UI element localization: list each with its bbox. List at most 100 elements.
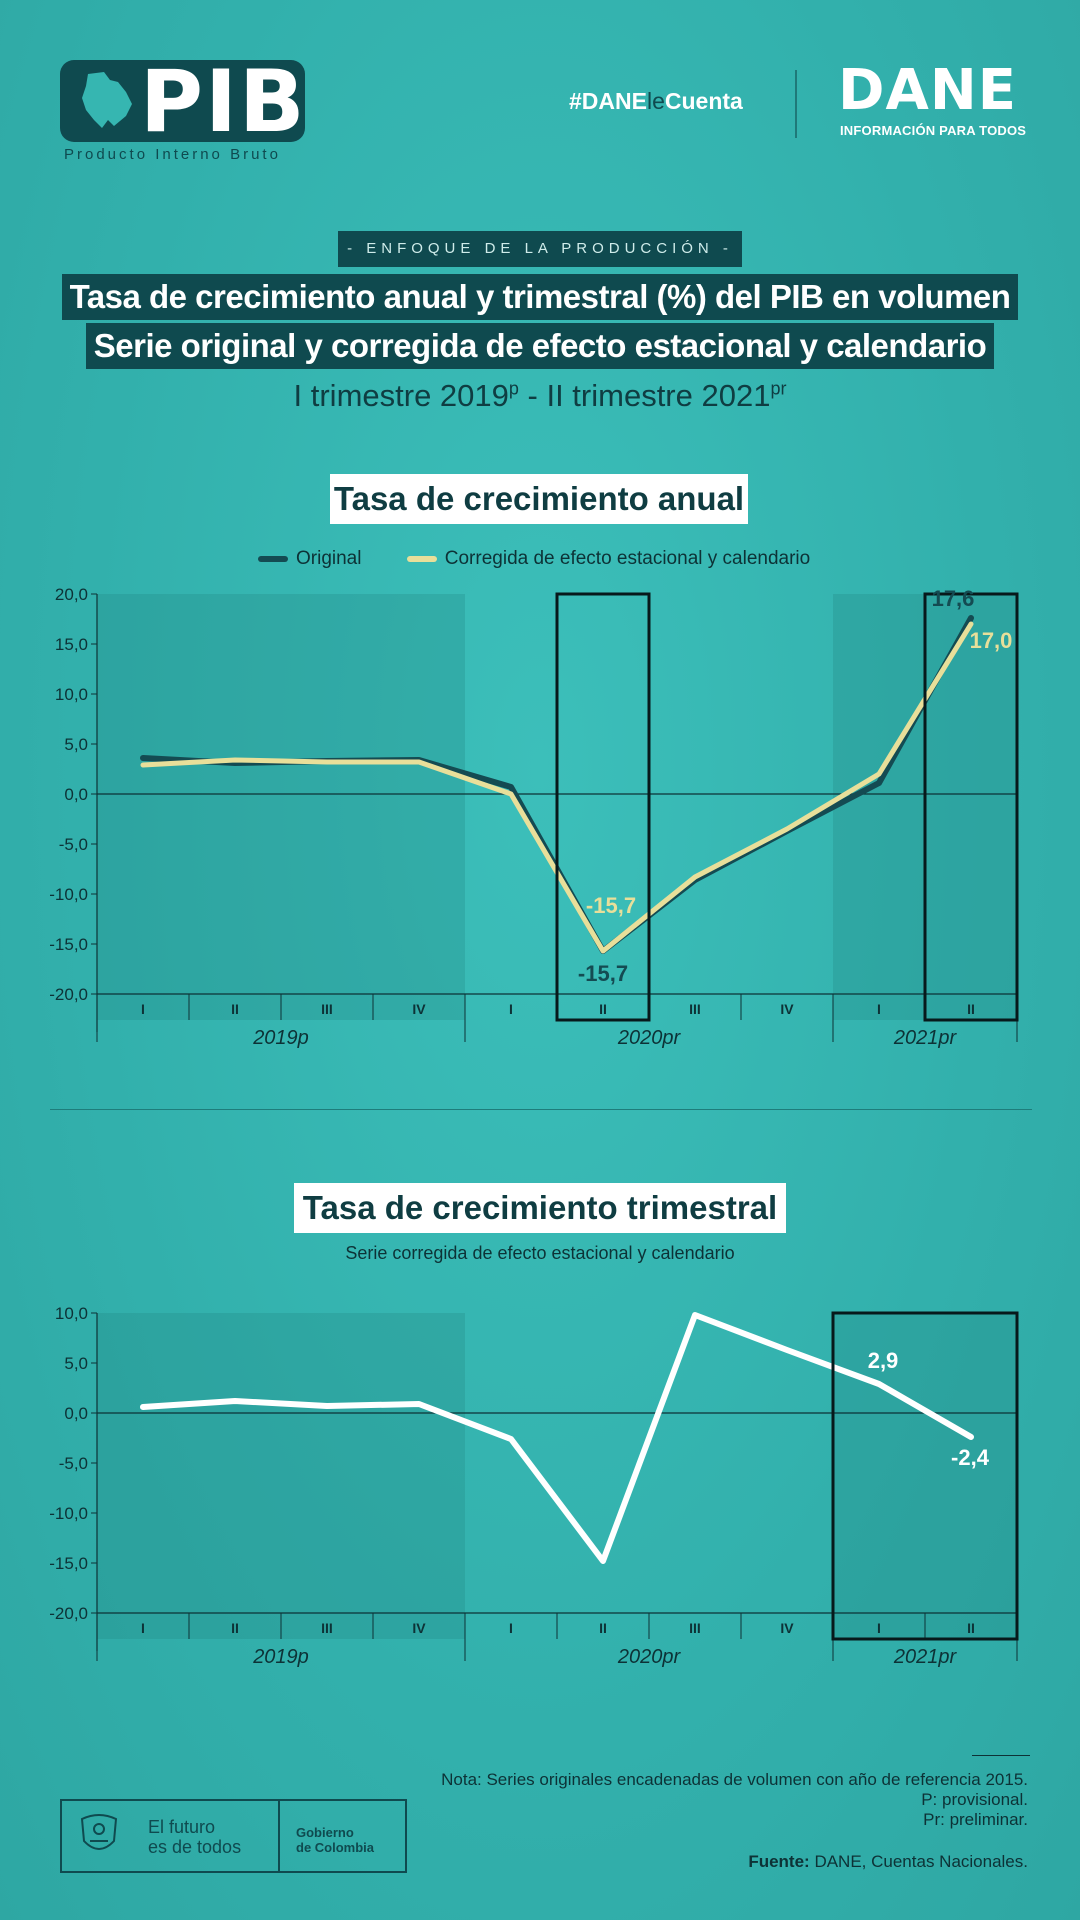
quarterly-y-tick-label: 10,0 xyxy=(55,1304,88,1323)
series-corregida-line xyxy=(140,621,974,954)
gov-name: Gobierno de Colombia xyxy=(296,1825,374,1855)
annual-quarter-label: I xyxy=(141,1001,145,1017)
gov-name-2: de Colombia xyxy=(296,1840,375,1855)
gov-name-1: Gobierno xyxy=(296,1825,354,1840)
legend-label-corregida: Corregida de efecto estacional y calenda… xyxy=(444,548,811,569)
hashtag-prefix: #DANE xyxy=(569,88,647,114)
period-start-sup: p xyxy=(508,378,519,399)
legend-swatch-corregida xyxy=(406,555,437,562)
annual-year-label: 2020pr xyxy=(617,1027,682,1049)
annual-y-tick-label: -15,0 xyxy=(49,935,88,954)
footnote-main: Nota: Series originales encadenadas de v… xyxy=(441,1770,1028,1789)
quarterly-quarter-label: III xyxy=(689,1620,701,1636)
pib-logo: PIB xyxy=(60,54,305,150)
hashtag-suffix: Cuenta xyxy=(664,88,743,114)
period-end-sup: pr xyxy=(770,378,787,399)
annual-y-tick-label: -10,0 xyxy=(49,885,88,904)
series-quarterly-line xyxy=(140,1312,974,1564)
hashtag: #DANEleCuenta xyxy=(569,88,743,115)
header-divider xyxy=(795,70,797,138)
annual-y-tick-label: -5,0 xyxy=(59,835,88,854)
highlight-box-2021-ii xyxy=(923,592,1019,1022)
annual-quarter-label: II xyxy=(967,1001,975,1017)
quarterly-quarter-label: IV xyxy=(780,1620,794,1636)
source: Fuente: DANE, Cuentas Nacionales. xyxy=(748,1852,1028,1872)
dane-tagline: INFORMACIÓN PARA TODOS xyxy=(840,123,1027,138)
annual-quarter-label: III xyxy=(689,1001,701,1017)
annual-quarter-label: IV xyxy=(780,1001,794,1017)
quarterly-band-2021 xyxy=(833,1313,1017,1639)
legend-corregida: Corregida de efecto estacional y calenda… xyxy=(406,548,811,570)
footnote-pr: Pr: preliminar. xyxy=(923,1810,1028,1829)
annual-year-label: 2021pr xyxy=(893,1027,958,1049)
quarterly-y-tick-label: -5,0 xyxy=(59,1454,88,1473)
annual-y-tick-label: 10,0 xyxy=(55,685,88,704)
government-logo: El futuro es de todos Gobierno de Colombia xyxy=(60,1799,407,1873)
gov-divider xyxy=(278,1801,280,1871)
note-rule xyxy=(972,1755,1030,1756)
annual-quarter-label: IV xyxy=(412,1001,426,1017)
highlight-box-2021 xyxy=(831,1311,1019,1641)
annual-y-tick-label: 20,0 xyxy=(55,585,88,604)
quarterly-y-tick-label: -15,0 xyxy=(49,1554,88,1573)
annual-quarter-label: I xyxy=(509,1001,513,1017)
quarterly-band-2019 xyxy=(97,1313,465,1639)
annotation-2021-ii: -2,4 xyxy=(951,1445,990,1470)
enfoque-label: - ENFOQUE DE LA PRODUCCIÓN - xyxy=(338,231,742,267)
annotation-original-2021-ii: 17,6 xyxy=(932,586,975,611)
period-end: II trimestre 2021 xyxy=(546,378,771,413)
quarterly-y-tick-label: 5,0 xyxy=(64,1354,88,1373)
period-start: I trimestre 2019 xyxy=(293,378,509,413)
annual-quarter-label: II xyxy=(231,1001,239,1017)
footnote: Nota: Series originales encadenadas de v… xyxy=(441,1770,1028,1830)
annual-chart-title: Tasa de crecimiento anual xyxy=(330,474,748,524)
legend-label-original: Original xyxy=(296,548,362,569)
annual-band-2019 xyxy=(97,594,465,1020)
quarterly-y-tick-label: 0,0 xyxy=(64,1404,88,1423)
quarterly-y-tick-label: -10,0 xyxy=(49,1504,88,1523)
annotation-2021-i: 2,9 xyxy=(868,1348,899,1373)
annual-y-tick-label: 0,0 xyxy=(64,785,88,804)
quarterly-chart-subtitle: Serie corregida de efecto estacional y c… xyxy=(345,1243,735,1263)
source-text: DANE, Cuentas Nacionales. xyxy=(809,1852,1028,1871)
annotation-corregida-2020-ii: -15,7 xyxy=(586,893,636,918)
annual-quarter-label: III xyxy=(321,1001,333,1017)
quarterly-quarter-label: III xyxy=(321,1620,333,1636)
annual-y-tick-label: 15,0 xyxy=(55,635,88,654)
annual-quarter-label: I xyxy=(877,1001,881,1017)
annotation-corregida-2021-ii: 17,0 xyxy=(970,628,1013,653)
quarterly-quarter-label: II xyxy=(599,1620,607,1636)
quarterly-quarter-label: I xyxy=(877,1620,881,1636)
quarterly-quarter-label: II xyxy=(967,1620,975,1636)
gov-slogan-1: El futuro xyxy=(148,1817,216,1837)
main-title-line-1: Tasa de crecimiento anual y trimestral (… xyxy=(62,274,1018,320)
period-subtitle: I trimestre 2019p - II trimestre 2021pr xyxy=(0,378,1080,414)
annual-y-tick-label: 5,0 xyxy=(64,735,88,754)
gov-slogan-2: es de todos xyxy=(148,1837,242,1857)
section-divider xyxy=(50,1109,1032,1110)
highlight-box-2020-ii xyxy=(555,592,651,1022)
annual-quarter-label: II xyxy=(599,1001,607,1017)
logo-subtitle: Producto Interno Bruto xyxy=(64,146,281,163)
annual-year-label: 2019p xyxy=(252,1027,309,1049)
quarterly-year-label: 2021pr xyxy=(893,1646,958,1668)
main-title-line-2: Serie original y corregida de efecto est… xyxy=(86,323,994,369)
legend-swatch-original xyxy=(258,555,288,562)
quarterly-quarter-label: I xyxy=(141,1620,145,1636)
colombia-map-icon xyxy=(82,72,132,128)
quarterly-year-label: 2020pr xyxy=(617,1646,682,1668)
series-original-line xyxy=(140,615,974,954)
annual-y-tick-label: -20,0 xyxy=(49,985,88,1004)
annotation-original-2020-ii: -15,7 xyxy=(578,961,628,986)
quarterly-quarter-label: IV xyxy=(412,1620,426,1636)
legend-original: Original xyxy=(258,548,361,570)
quarterly-y-tick-label: -20,0 xyxy=(49,1604,88,1623)
footnote-p: P: provisional. xyxy=(921,1790,1028,1809)
quarterly-chart-title: Tasa de crecimiento trimestral xyxy=(294,1183,786,1233)
dane-logo: DANE xyxy=(838,58,1017,123)
logo-text: PIB xyxy=(140,52,307,152)
coat-of-arms-icon xyxy=(80,1814,118,1850)
period-sep: - xyxy=(518,378,547,413)
source-label: Fuente: xyxy=(748,1852,810,1871)
